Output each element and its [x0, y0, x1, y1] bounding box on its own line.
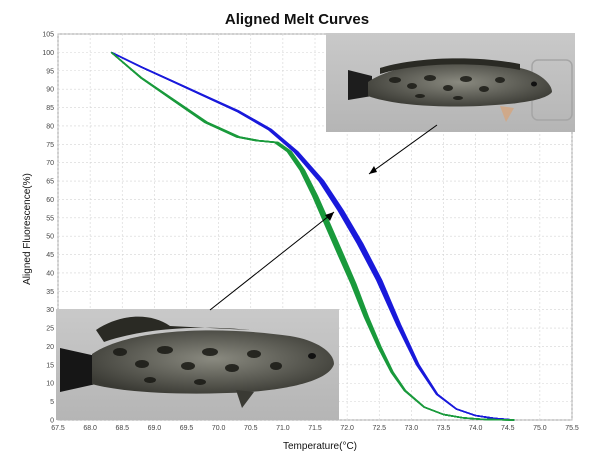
annotation-arrows: [209, 124, 438, 311]
x-tick-label: 68.5: [115, 425, 129, 432]
x-tick-label: 68.0: [83, 425, 97, 432]
y-tick-label: 40: [46, 270, 54, 277]
y-tick-label: 90: [46, 87, 54, 94]
y-tick-label: 85: [46, 105, 54, 112]
y-tick-label: 105: [42, 32, 54, 39]
x-axis-ticks: 67.5 68.0 68.5 69.0 69.5 70.0 70.5 71.0 71.5 72.0…: [51, 425, 579, 432]
y-tick-label: 10: [46, 381, 54, 388]
y-tick-label: 60: [46, 197, 54, 204]
y-tick-label: 70: [46, 160, 54, 167]
x-tick-label: 71.5: [308, 425, 322, 432]
y-tick-label: 100: [42, 50, 54, 57]
x-tick-label: 73.5: [437, 425, 451, 432]
snakehead-fish-photo-top: [326, 33, 575, 132]
series-line-group: [110, 51, 515, 421]
y-tick-label: 20: [46, 344, 54, 351]
x-tick-label: 69.0: [148, 425, 162, 432]
x-tick-label: 72.5: [372, 425, 386, 432]
x-tick-label: 75.5: [565, 425, 579, 432]
y-tick-label: 55: [46, 215, 54, 222]
y-axis-ticks: 0 5 10 15 20 25 30 35 40 45 50 55 60 65 70 75 80 85 90 95 10…: [42, 32, 54, 425]
melt-curve-line: [110, 51, 515, 421]
y-axis-label: Aligned Fluorescence(%): [22, 173, 33, 285]
x-tick-label: 71.0: [276, 425, 290, 432]
x-tick-label: 74.0: [469, 425, 483, 432]
melt-curve-line: [110, 51, 515, 421]
arrow-top-head: [369, 166, 377, 174]
x-axis-label: Temperature(°C): [283, 441, 357, 452]
snakehead-fish-photo-bottom: [56, 309, 339, 420]
y-tick-label: 65: [46, 179, 54, 186]
y-tick-label: 75: [46, 142, 54, 149]
series-line-group: [110, 51, 515, 421]
y-tick-label: 25: [46, 326, 54, 333]
y-tick-label: 35: [46, 289, 54, 296]
y-tick-label: 50: [46, 234, 54, 241]
arrow-top: [368, 124, 438, 175]
x-tick-label: 75.0: [533, 425, 547, 432]
y-tick-label: 15: [46, 362, 54, 369]
x-tick-label: 74.5: [501, 425, 515, 432]
arrow-bottom: [209, 211, 335, 311]
x-tick-label: 73.0: [405, 425, 419, 432]
x-tick-label: 72.0: [340, 425, 354, 432]
y-tick-label: 45: [46, 252, 54, 259]
chart-title: Aligned Melt Curves: [225, 11, 369, 28]
y-tick-label: 0: [50, 418, 54, 425]
arrow-bottom-head: [325, 212, 334, 221]
y-tick-label: 5: [50, 399, 54, 406]
x-tick-label: 70.0: [212, 425, 226, 432]
y-tick-label: 30: [46, 307, 54, 314]
y-tick-label: 80: [46, 123, 54, 130]
x-tick-label: 69.5: [180, 425, 194, 432]
x-tick-label: 67.5: [51, 425, 65, 432]
x-tick-label: 70.5: [244, 425, 258, 432]
series-layer: [110, 51, 515, 421]
y-tick-label: 95: [46, 68, 54, 75]
